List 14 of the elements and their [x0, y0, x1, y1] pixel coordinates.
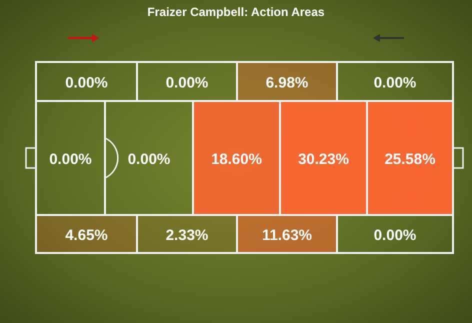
data-label: 0.00% — [374, 227, 416, 244]
data-label: 25.58% — [384, 151, 436, 168]
data-label: 0.00% — [65, 74, 108, 92]
data-label: 0.00% — [49, 151, 92, 168]
data-label: 4.65% — [65, 227, 108, 244]
data-label: 6.98% — [266, 74, 308, 92]
data-label: 0.00% — [166, 74, 208, 92]
data-label: 18.60% — [211, 151, 262, 168]
text: Fraizer Campbell: Action Areas — [147, 5, 325, 19]
data-label: 11.63% — [262, 227, 312, 244]
data-label: 30.23% — [298, 151, 349, 168]
data-label: 2.33% — [166, 227, 208, 244]
data-label: 0.00% — [128, 151, 170, 168]
data-label: 0.00% — [374, 74, 416, 92]
